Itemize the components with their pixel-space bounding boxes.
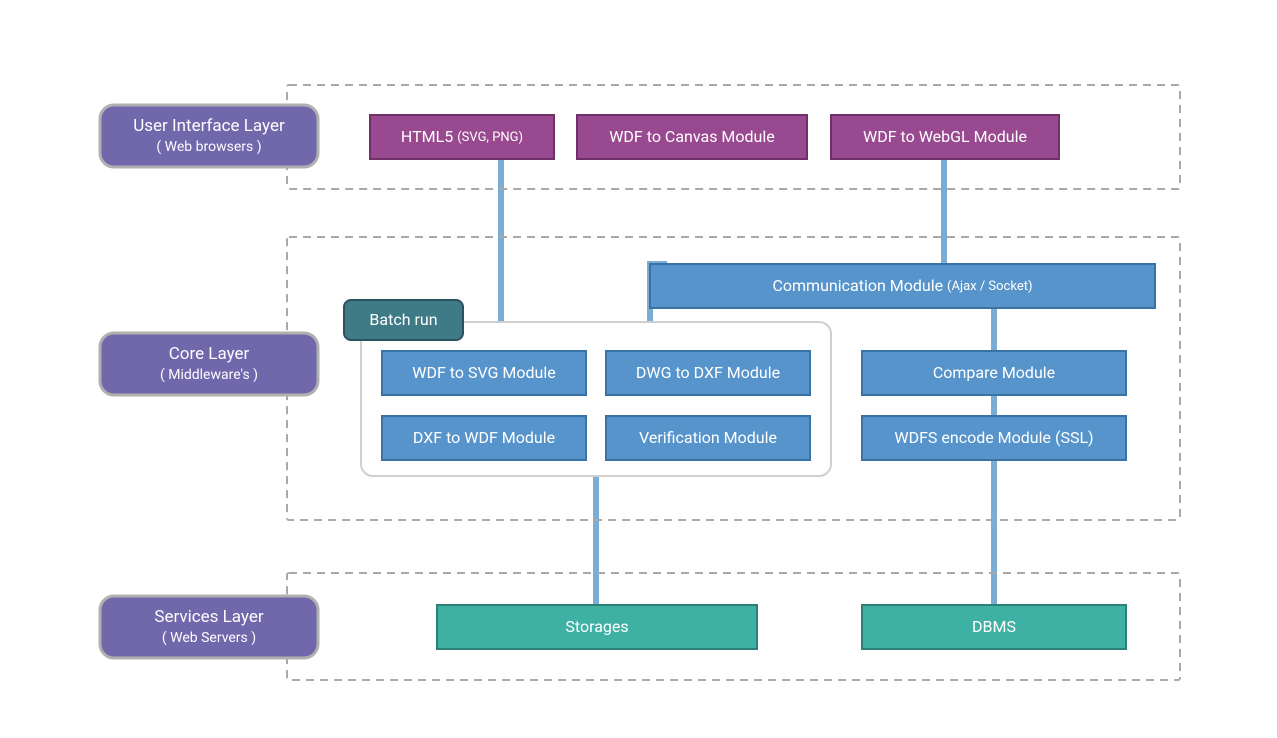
ui-box-webgl-label: WDF to WebGL Module [863,127,1027,146]
layer-subtitle-ui: ( Web browsers ) [156,139,261,155]
layer-title-ui: User Interface Layer [133,116,285,136]
core-box-verify: Verification Module [606,416,810,460]
layer-title-core: Core Layer [169,344,250,364]
ui-box-canvas: WDF to Canvas Module [577,115,807,159]
core-box-wdfs-label: WDFS encode Module (SSL) [894,428,1093,447]
core-box-compare-label: Compare Module [933,363,1055,382]
services-box-storages-label: Storages [565,617,628,636]
ui-box-canvas-label: WDF to Canvas Module [609,127,775,146]
services-box-dbms: DBMS [862,605,1126,649]
ui-box-webgl: WDF to WebGL Module [831,115,1059,159]
core-box-wdf-svg-label: WDF to SVG Module [412,363,555,382]
services-box-dbms-label: DBMS [972,617,1016,636]
core-box-comm-label: Communication Module (Ajax / Socket) [772,276,1032,295]
core-box-comm: Communication Module (Ajax / Socket) [650,264,1155,308]
services-box-storages: Storages [437,605,757,649]
core-box-verify-label: Verification Module [639,428,777,447]
core-box-dxf-wdf: DXF to WDF Module [382,416,586,460]
layer-label-ui: User Interface Layer ( Web browsers ) [100,105,318,167]
ui-box-html5: HTML5 (SVG, PNG) [370,115,554,159]
core-box-compare: Compare Module [862,351,1126,395]
layer-label-core: Core Layer ( Middleware's ) [100,333,318,395]
ui-box-html5-label: HTML5 (SVG, PNG) [401,127,523,146]
core-box-dwg-dxf: DWG to DXF Module [606,351,810,395]
core-box-dwg-dxf-label: DWG to DXF Module [636,363,780,382]
layer-label-services: Services Layer ( Web Servers ) [100,596,318,658]
layer-subtitle-services: ( Web Servers ) [162,630,256,646]
core-box-wdf-svg: WDF to SVG Module [382,351,586,395]
core-box-wdfs: WDFS encode Module (SSL) [862,416,1126,460]
architecture-diagram: HTML5 (SVG, PNG) WDF to Canvas Module WDF … [0,0,1277,738]
core-box-batch-label: Batch run [369,310,437,329]
layer-subtitle-core: ( Middleware's ) [160,367,258,383]
core-box-dxf-wdf-label: DXF to WDF Module [413,428,555,447]
layer-title-services: Services Layer [154,607,264,627]
core-box-batch: Batch run [344,300,463,340]
